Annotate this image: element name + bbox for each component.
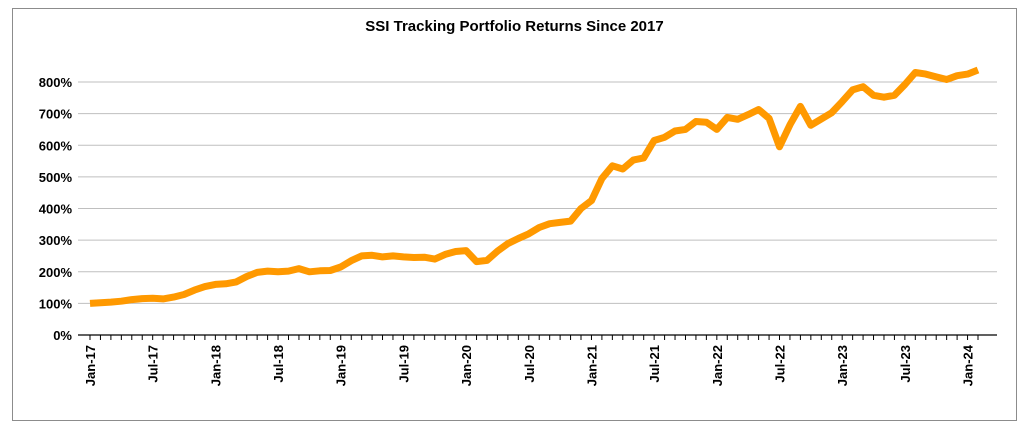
- x-tick-label: Jan-21: [584, 345, 599, 386]
- gridlines: [78, 81, 997, 336]
- y-tick-label: 300%: [39, 233, 73, 248]
- x-tick-label: Jul-21: [647, 345, 662, 383]
- y-tick-label: 100%: [39, 296, 73, 311]
- x-tick-label: Jan-18: [208, 345, 223, 386]
- x-axis: Jan-17 Jul-17 Jan-18 Jul-18 Jan-19 Jul-19 Jan-…: [83, 335, 979, 386]
- x-tick-label: Jan-24: [961, 344, 976, 386]
- y-tick-label: 0%: [53, 328, 72, 343]
- chart-frame: [12, 8, 1017, 421]
- series-line: [89, 66, 980, 307]
- y-tick-label: 500%: [39, 170, 73, 185]
- y-tick-label: 400%: [39, 202, 73, 217]
- x-tick-label: Jul-23: [898, 345, 913, 383]
- x-tick-label: Jan-19: [334, 345, 349, 386]
- y-tick-label: 600%: [39, 138, 73, 153]
- y-tick-label: 200%: [39, 265, 73, 280]
- x-tick-label: Jul-18: [271, 345, 286, 383]
- x-tick-label: Jan-22: [710, 345, 725, 386]
- x-tick-label: Jan-17: [83, 345, 98, 386]
- y-axis-ticks: 0% 100% 200% 300% 400% 500% 600% 700% 800%: [39, 75, 73, 343]
- x-tick-label: Jul-22: [773, 345, 788, 383]
- series-group: [89, 66, 980, 307]
- y-tick-label: 800%: [39, 75, 73, 90]
- x-tick-label: Jan-23: [835, 345, 850, 386]
- y-tick-label: 700%: [39, 107, 73, 122]
- x-tick-label: Jan-20: [459, 345, 474, 386]
- chart-title: SSI Tracking Portfolio Returns Since 201…: [365, 18, 664, 35]
- x-tick-label: Jul-20: [522, 345, 537, 383]
- x-tick-label: Jul-19: [396, 345, 411, 383]
- x-tick-label: Jul-17: [146, 345, 161, 383]
